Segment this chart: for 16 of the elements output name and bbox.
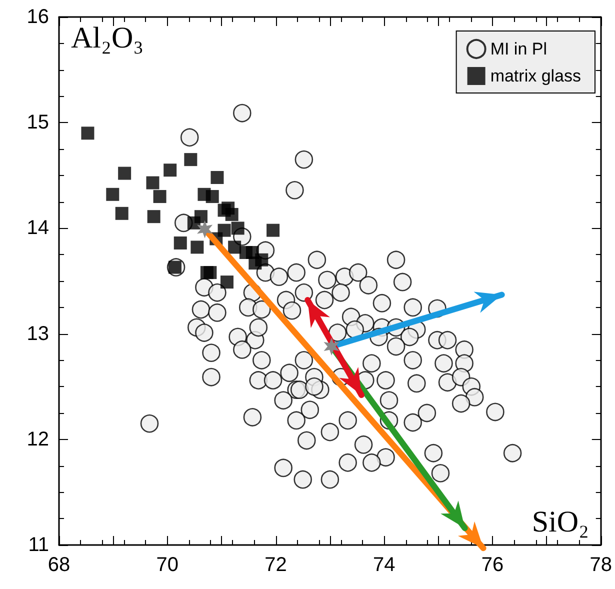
y-tick-label: 13 bbox=[26, 322, 49, 345]
x-tick-label: 72 bbox=[264, 554, 287, 576]
x-tick-label: 76 bbox=[481, 554, 504, 576]
y-tick-label: 15 bbox=[26, 112, 49, 134]
x-tick-label: 78 bbox=[590, 554, 612, 576]
y-tick-label: 11 bbox=[28, 534, 49, 556]
y-tick-label: 16 bbox=[26, 6, 49, 28]
x-axis-title: SiO₂ bbox=[532, 506, 590, 538]
y-axis-title: Al₂O₃ bbox=[71, 22, 144, 54]
x-tick-label: 70 bbox=[156, 554, 178, 576]
x-tick-label: 74 bbox=[373, 554, 396, 576]
y-tick-label: 12 bbox=[26, 428, 49, 450]
y-tick-label: 14 bbox=[26, 217, 49, 240]
legend-label: matrix glass bbox=[490, 66, 581, 86]
legend-label: MI in Pl bbox=[490, 40, 547, 58]
x-tick-label: 68 bbox=[48, 554, 70, 576]
